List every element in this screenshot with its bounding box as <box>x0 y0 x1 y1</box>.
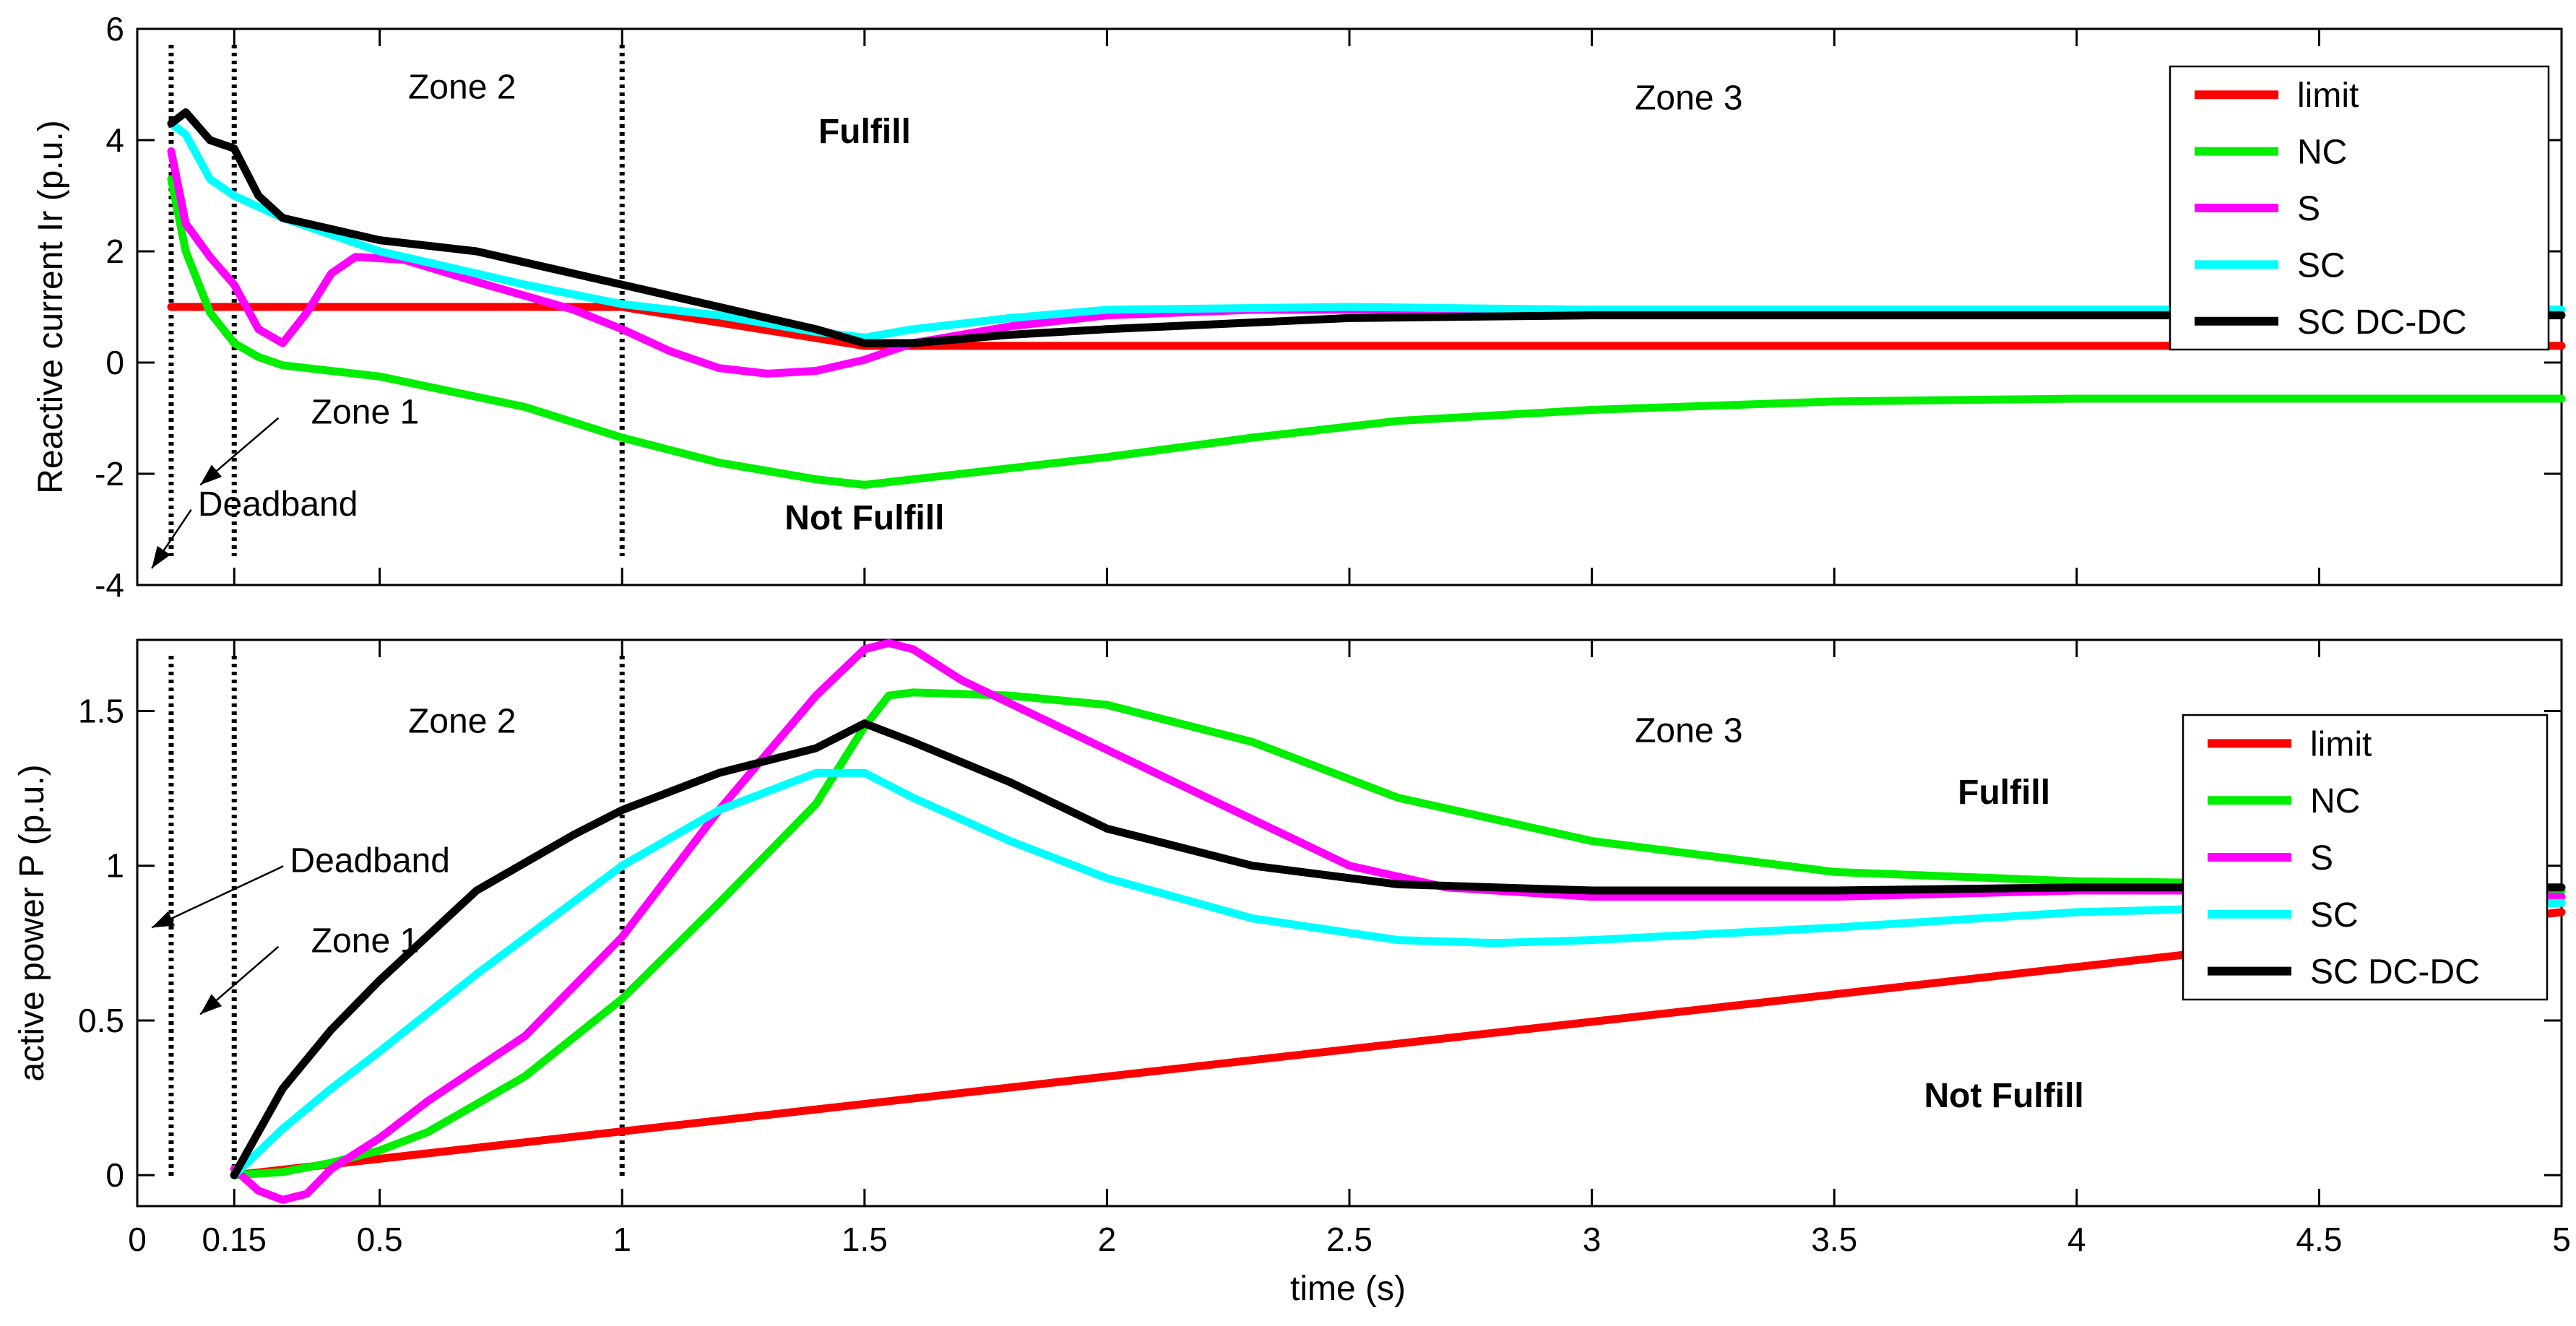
legend-label-nc: NC <box>2297 134 2347 172</box>
x-tick-label: 0 <box>128 1221 147 1258</box>
y-tick-label: -4 <box>95 566 124 604</box>
annotation-not-fulfill: Not Fulfill <box>785 499 944 537</box>
annotation-not-fulfill: Not Fulfill <box>1924 1077 2083 1115</box>
y-axis-label-bottom: active power P (p.u.) <box>13 764 51 1081</box>
x-tick-label: 2 <box>1098 1221 1117 1258</box>
series-limit <box>230 908 2566 1179</box>
series-nc <box>167 175 2566 489</box>
series-sc-dc-dc <box>230 719 2566 1179</box>
y-tick-label: 1.5 <box>78 693 124 730</box>
x-tick-label: 4 <box>2067 1221 2086 1258</box>
legend-top: limit NC S SC SC DC-DC <box>2169 65 2550 351</box>
legend-label-s: S <box>2297 190 2320 228</box>
legend-label-sc: SC <box>2310 896 2359 935</box>
x-tick-label: 5 <box>2552 1221 2571 1258</box>
annotation-zone-2: Zone 2 <box>408 68 516 106</box>
y-tick-label: 0.5 <box>78 1002 124 1039</box>
legend-label-sc-dc-dc: SC DC-DC <box>2310 953 2480 992</box>
y-tick-label: 6 <box>105 10 124 48</box>
legend-label-nc: NC <box>2310 782 2360 820</box>
annotation-arrow-head <box>200 994 222 1015</box>
annotation-zone-1: Zone 1 <box>311 394 419 432</box>
x-tick-label: 1.5 <box>842 1221 888 1258</box>
annotation-arrow-head <box>152 911 175 928</box>
y-tick-label: 2 <box>105 233 124 270</box>
annotation-fulfill: Fulfill <box>818 113 911 151</box>
annotation-zone-3: Zone 3 <box>1635 711 1742 750</box>
legend-label-limit: limit <box>2297 77 2359 115</box>
y-axis-label-top: Reactive current Ir (p.u.) <box>32 120 70 494</box>
x-tick-label: 0.15 <box>202 1221 267 1258</box>
series-s <box>230 638 2566 1204</box>
x-tick-label: 3.5 <box>1811 1221 1857 1258</box>
legend-label-sc: SC <box>2297 246 2346 285</box>
legend-label-s: S <box>2310 839 2333 878</box>
series-sc-dc-dc <box>167 108 2566 347</box>
y-tick-label: 4 <box>105 121 124 159</box>
annotation-arrow-head <box>200 464 222 485</box>
x-tick-label: 0.5 <box>357 1221 403 1258</box>
annotation-deadband: Deadband <box>198 485 358 524</box>
legend-bottom: limit NC S SC SC DC-DC <box>2182 714 2549 1001</box>
annotation-zone-1: Zone 1 <box>311 922 419 961</box>
x-tick-label: 4.5 <box>2296 1221 2342 1258</box>
annotation-fulfill: Fulfill <box>1958 774 2050 812</box>
series-nc <box>230 688 2566 1179</box>
y-tick-label: -2 <box>95 455 124 493</box>
x-tick-label: 3 <box>1583 1221 1602 1258</box>
legend-label-sc-dc-dc: SC DC-DC <box>2297 303 2467 342</box>
y-tick-label: 1 <box>105 847 124 885</box>
y-tick-label: 0 <box>105 344 124 381</box>
x-axis-label: time (s) <box>1290 1270 1406 1308</box>
series-limit <box>167 303 2566 350</box>
legend-label-limit: limit <box>2310 725 2372 763</box>
y-tick-label: 0 <box>105 1156 124 1194</box>
x-tick-label: 1 <box>613 1221 631 1258</box>
x-tick-label: 2.5 <box>1326 1221 1373 1258</box>
reactive-current-panel: -4 -2 0 2 4 6 Zone 2 Zone 3 Fulfill Not Fulfill Z… <box>32 10 2566 604</box>
series-sc <box>230 768 2566 1179</box>
annotation-deadband: Deadband <box>290 841 450 880</box>
annotation-zone-2: Zone 2 <box>408 703 516 741</box>
annotation-arrow-line <box>151 865 284 929</box>
annotation-arrow-head <box>152 545 170 568</box>
series-sc <box>167 119 2566 342</box>
active-power-panel: 0 0.5 1 1.5 0 0.15 0.5 1 1.5 2 2.5 3 3.5 4 4.5 5 Zone 2… <box>13 638 2571 1308</box>
annotation-zone-3: Zone 3 <box>1635 79 1742 118</box>
